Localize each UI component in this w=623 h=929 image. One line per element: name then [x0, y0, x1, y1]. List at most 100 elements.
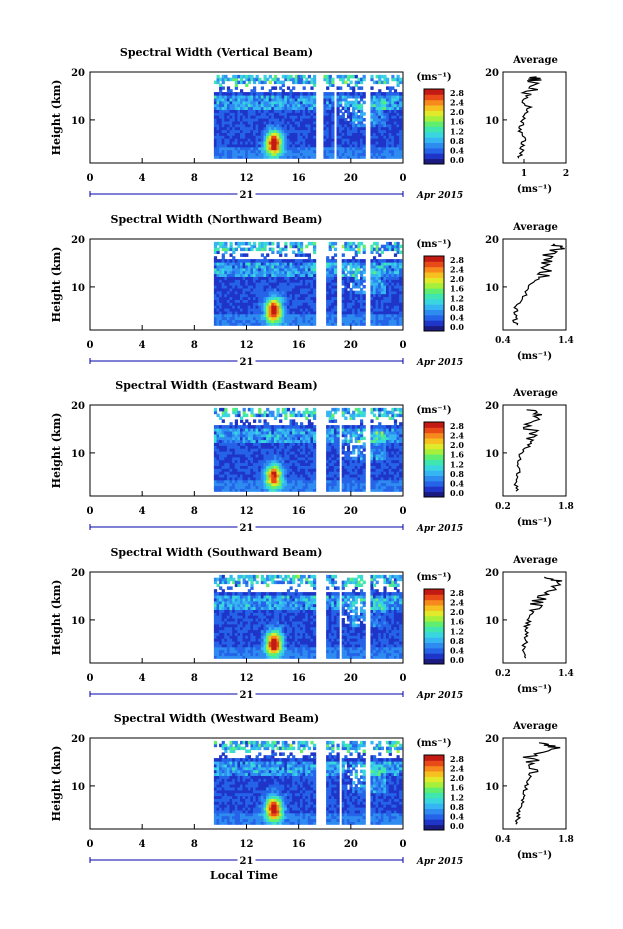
- x-tick-label: 8: [191, 340, 198, 351]
- colorbar-tick-label: 1.2: [450, 126, 464, 136]
- x-tick-label: 20: [344, 506, 358, 517]
- date-label: Apr 2015: [416, 524, 463, 534]
- colorbar-frame: [423, 255, 445, 332]
- day-label: 21: [240, 856, 254, 867]
- average-unit: (ms⁻¹): [517, 850, 552, 861]
- average-y-tick-label: 10: [485, 782, 499, 793]
- colorbar-swatch: [424, 824, 444, 831]
- x-tick-label: 4: [139, 673, 146, 684]
- colorbar-tick-label: 1.6: [450, 450, 464, 460]
- x-tick-label: 20: [344, 839, 358, 850]
- day-label: 21: [240, 190, 254, 201]
- colorbar-swatch: [424, 89, 444, 95]
- x-tick-label: 20: [344, 340, 358, 351]
- colorbar-swatch: [424, 459, 444, 466]
- colorbar-unit: (ms⁻¹): [416, 738, 451, 749]
- average-x-tick-label: 1.4: [558, 669, 574, 679]
- colorbar-swatch: [424, 266, 444, 273]
- colorbar-swatch: [424, 755, 444, 761]
- heatmap: [213, 241, 403, 326]
- panel-1: Spectral Width (Vertical Beam)2010Height…: [50, 46, 569, 201]
- y-axis-label: Height (km): [50, 746, 63, 822]
- colorbar-tick-label: 1.6: [450, 617, 464, 627]
- panel-2: Spectral Width (Northward Beam) 20 10 Heigh…: [50, 213, 574, 368]
- colorbar-tick-label: 1.2: [450, 293, 464, 303]
- average-title: Average: [512, 555, 558, 566]
- average-x-tick-label: 1.8: [558, 502, 574, 512]
- colorbar-swatch: [424, 819, 444, 826]
- colorbar: [424, 89, 444, 165]
- colorbar-swatch: [424, 771, 444, 777]
- average-profile-line: [521, 576, 563, 659]
- average-y-tick-label: 20: [485, 235, 499, 246]
- x-tick-label: 0: [400, 340, 407, 351]
- colorbar-tick-label: 0.4: [450, 811, 464, 821]
- colorbar-swatch: [424, 621, 444, 627]
- colorbar-tick-label: 2.8: [450, 88, 464, 98]
- colorbar-swatch: [424, 647, 444, 654]
- colorbar-tick-label: 1.6: [450, 117, 464, 127]
- colorbar-swatch: [424, 765, 444, 772]
- x-tick-label: 16: [292, 340, 306, 351]
- x-tick-label: 8: [191, 506, 198, 517]
- y-tick-label: 10: [71, 616, 85, 627]
- y-axis-label: Height (km): [50, 80, 63, 156]
- colorbar-swatch: [424, 813, 444, 820]
- colorbar-swatch: [424, 282, 444, 289]
- y-tick-label: 20: [71, 568, 85, 579]
- heatmap: [213, 407, 403, 492]
- average-frame: [502, 71, 567, 164]
- colorbar-tick-label: 1.2: [450, 792, 464, 802]
- colorbar-swatch: [424, 427, 444, 434]
- colorbar-swatch: [424, 288, 444, 294]
- colorbar-tick-label: 0.8: [450, 303, 464, 313]
- colorbar-tick-label: 0.4: [450, 645, 464, 655]
- average-unit: (ms⁻¹): [517, 517, 552, 528]
- colorbar-swatch: [424, 142, 444, 149]
- colorbar-frame: [423, 588, 445, 665]
- day-label-bg: [237, 522, 256, 532]
- x-tick-label: 16: [292, 673, 306, 684]
- colorbar-tick-label: 2.0: [450, 274, 464, 284]
- average-x-tick-label: 0.2: [495, 669, 511, 679]
- colorbar-tick-label: 2.4: [450, 98, 464, 108]
- average-x-tick-label: 0.2: [495, 502, 511, 512]
- colorbar-swatch: [424, 314, 444, 321]
- colorbar-swatch: [424, 99, 444, 106]
- average-frame: [502, 404, 567, 497]
- colorbar-tick-label: 0.4: [450, 312, 464, 322]
- colorbar-swatch: [424, 594, 444, 601]
- average-unit: (ms⁻¹): [517, 351, 552, 362]
- colorbar-swatch: [424, 153, 444, 160]
- x-tick-label: 8: [191, 839, 198, 850]
- y-tick-label: 20: [71, 235, 85, 246]
- colorbar-tick-label: 0.8: [450, 469, 464, 479]
- average-y-tick-label: 20: [485, 734, 499, 745]
- colorbar-swatch: [424, 626, 444, 633]
- colorbar-swatch: [424, 309, 444, 316]
- date-label: Apr 2015: [416, 691, 463, 701]
- colorbar-swatch: [424, 110, 444, 117]
- colorbar-tick-label: 2.0: [450, 607, 464, 617]
- average-profile-line: [514, 742, 561, 825]
- colorbar-unit: (ms⁻¹): [416, 72, 451, 83]
- colorbar-tick-label: 2.4: [450, 265, 464, 275]
- date-label: Apr 2015: [416, 191, 463, 201]
- average-frame: [502, 571, 567, 664]
- colorbar-frame: [423, 754, 445, 831]
- colorbar-swatch: [424, 776, 444, 783]
- colorbar-unit: (ms⁻¹): [416, 239, 451, 250]
- colorbar-swatch: [424, 631, 444, 638]
- colorbar-swatch: [424, 464, 444, 471]
- colorbar-swatch: [424, 589, 444, 595]
- colorbar-swatch: [424, 126, 444, 133]
- x-tick-label: 12: [240, 173, 254, 184]
- colorbar-swatch: [424, 653, 444, 660]
- colorbar-swatch: [424, 277, 444, 284]
- colorbar-unit: (ms⁻¹): [416, 405, 451, 416]
- colorbar: [424, 589, 444, 665]
- day-label-bg: [237, 356, 256, 366]
- y-axis-label: Height (km): [50, 580, 63, 656]
- colorbar-tick-label: 0.0: [450, 821, 464, 831]
- average-frame: [502, 238, 567, 331]
